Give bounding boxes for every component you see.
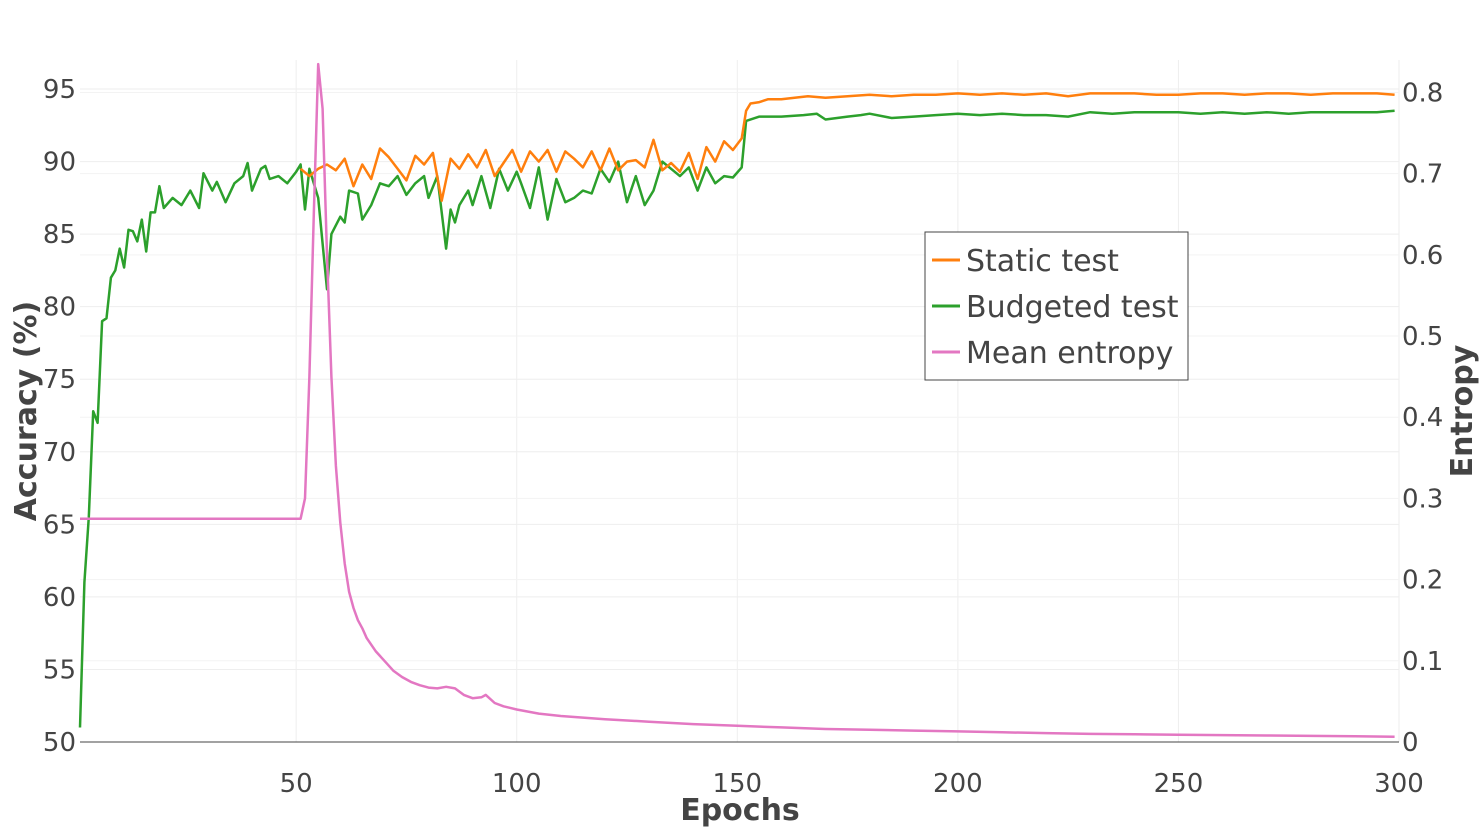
ticks: 50 100 150 200 250 300 50 55 60 65 70 75 80 85 90 95 0 0.… (43, 75, 1443, 799)
x-tick-label: 150 (712, 769, 762, 799)
y-tick-label-right: 0.3 (1402, 484, 1443, 514)
legend-label-static: Static test (966, 244, 1119, 279)
x-tick-label: 100 (492, 769, 542, 799)
series-line-static-test (299, 92, 1395, 203)
y-tick-label-left: 95 (43, 75, 76, 105)
y-tick-label-right: 0.7 (1402, 160, 1443, 190)
y-tick-label-right: 0 (1402, 728, 1419, 758)
y-tick-label-left: 65 (43, 510, 76, 540)
x-tick-label: 50 (280, 769, 313, 799)
y-tick-label-left: 55 (43, 655, 76, 685)
x-tick-label: 200 (933, 769, 983, 799)
y-tick-label-left: 90 (43, 148, 76, 178)
y-tick-label-right: 0.1 (1402, 647, 1443, 677)
y-tick-label-right: 0.2 (1402, 566, 1443, 596)
y-axis-title-left: Accuracy (%) (9, 301, 44, 521)
y-tick-label-left: 80 (43, 293, 76, 323)
legend-label-budgeted: Budgeted test (966, 290, 1179, 325)
y-axis-title-right: Entropy (1445, 344, 1480, 477)
legend-box (924, 231, 1189, 381)
y-tick-label-right: 0.8 (1402, 78, 1443, 108)
y-tick-label-left: 50 (43, 728, 76, 758)
series-line-mean-entropy (80, 62, 1395, 738)
series-layer (78, 62, 1395, 738)
y-tick-label-right: 0.4 (1402, 403, 1443, 433)
y-tick-label-left: 60 (43, 583, 76, 613)
y-tick-label-left: 70 (43, 438, 76, 468)
y-tick-label-right: 0.6 (1402, 241, 1443, 271)
grid (80, 60, 1400, 743)
y-tick-label-right: 0.5 (1402, 322, 1443, 352)
legend-label-entropy: Mean entropy (966, 336, 1173, 371)
legend: Static test Budgeted test Mean entropy (924, 231, 1189, 381)
series-line-budgeted-test (78, 109, 1395, 728)
x-tick-label: 250 (1154, 769, 1204, 799)
x-axis-title: Epochs (680, 793, 800, 828)
x-tick-label: 300 (1374, 769, 1424, 799)
y-tick-label-left: 85 (43, 220, 76, 250)
y-tick-label-left: 75 (43, 365, 76, 395)
